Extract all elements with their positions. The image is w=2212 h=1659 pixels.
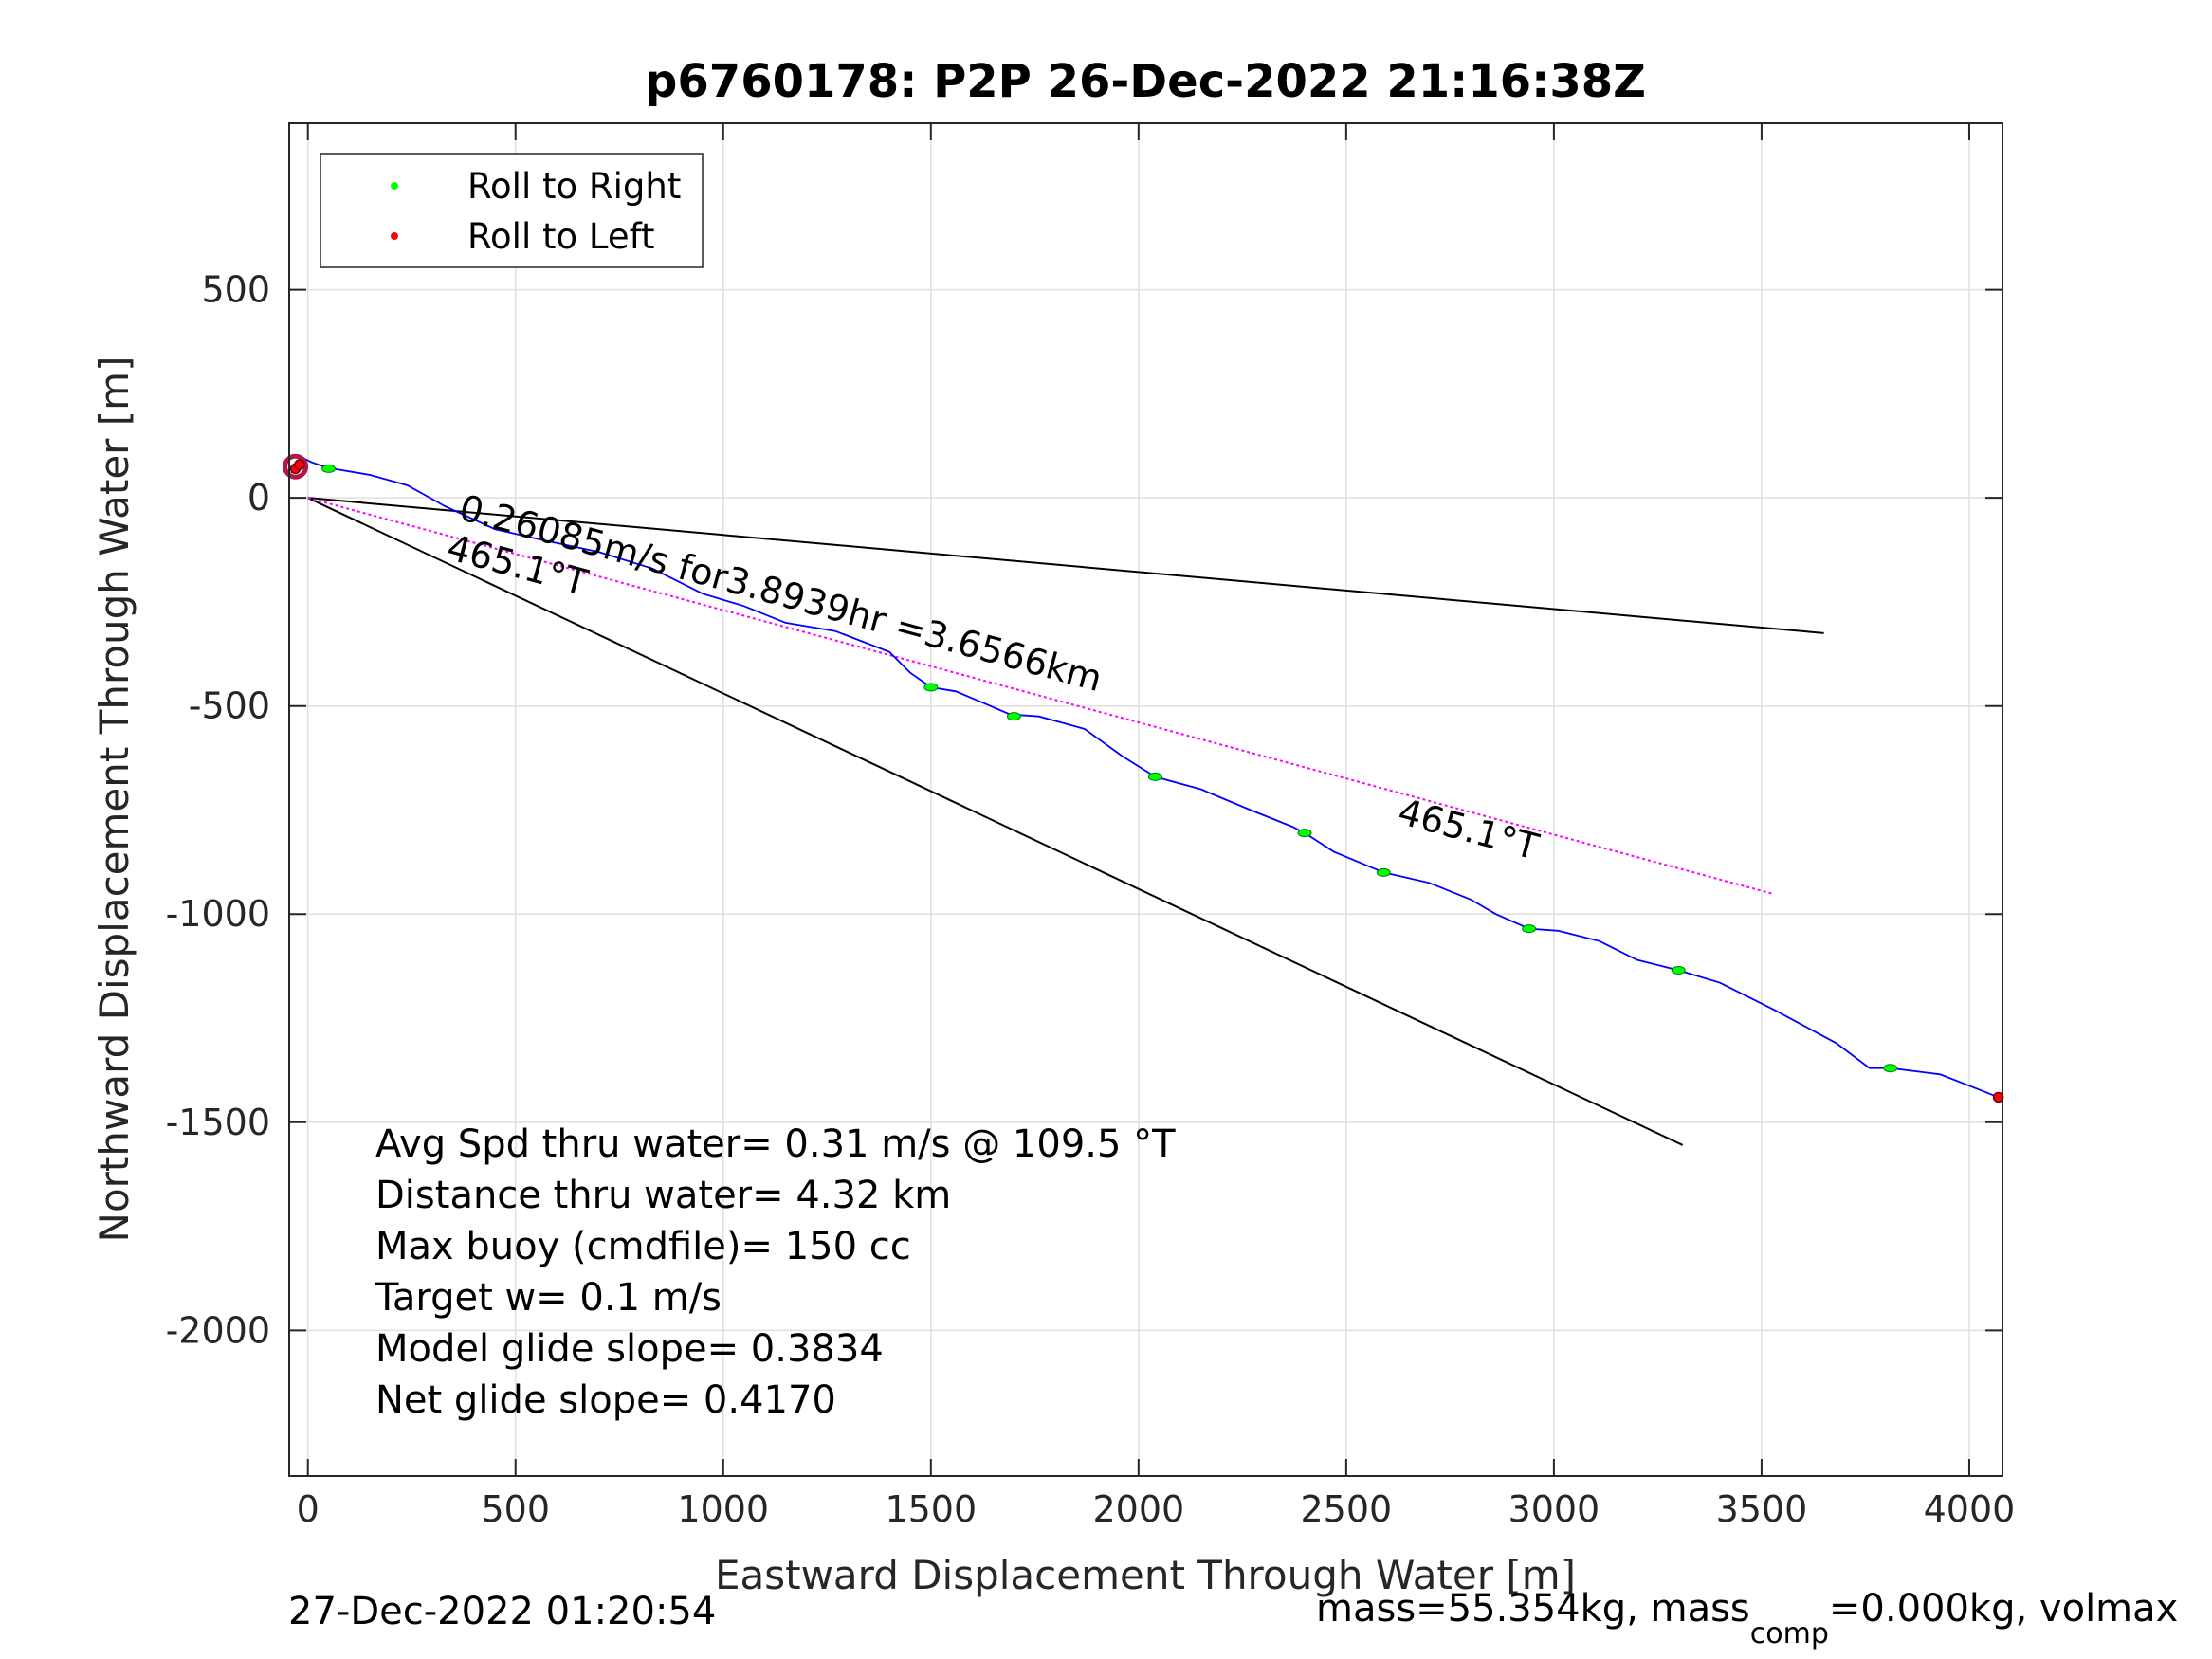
y-axis-label: Northward Displacement Through Water [m] xyxy=(91,356,137,1243)
legend-marker-roll-left xyxy=(391,232,398,240)
legend-box xyxy=(320,153,704,268)
axes-box xyxy=(288,122,2003,1477)
x-tick-label: 2500 xyxy=(1301,1488,1393,1530)
y-tick-label: -2000 xyxy=(166,1309,270,1351)
y-tick-label: -500 xyxy=(189,685,270,727)
legend-marker-roll-right xyxy=(391,182,398,190)
x-tick-label: 3500 xyxy=(1716,1488,1808,1530)
axis-ticks xyxy=(289,123,2002,1476)
y-tick-labels: 500 0 -500 -1000 -1500 -2000 xyxy=(166,269,270,1352)
roll-markers xyxy=(289,459,2004,1103)
y-tick-label: 500 xyxy=(201,269,270,311)
roll-right-point xyxy=(321,464,337,473)
x-tick-label: 2000 xyxy=(1092,1488,1184,1530)
stat-model-glide-slope: Model glide slope= 0.3834 xyxy=(375,1327,884,1371)
stat-target-w: Target w= 0.1 m/s xyxy=(375,1276,722,1320)
reference-line-2 xyxy=(307,497,1684,1146)
chart-title: p6760178: P2P 26-Dec-2022 21:16:38Z xyxy=(645,55,1646,108)
grid-lines xyxy=(289,123,2002,1476)
start-marker xyxy=(283,453,309,480)
reference-lines xyxy=(307,497,1824,1146)
roll-right-point xyxy=(1147,772,1162,781)
y-tick-label: 0 xyxy=(247,477,270,519)
stat-max-buoy: Max buoy (cmdfile)= 150 cc xyxy=(375,1225,911,1268)
x-tick-label: 500 xyxy=(481,1488,550,1530)
roll-left-point xyxy=(294,459,305,470)
roll-right-point xyxy=(923,683,939,692)
stat-net-glide-slope: Net glide slope= 0.4170 xyxy=(375,1378,836,1422)
stats-block: Avg Spd thru water= 0.31 m/s @ 109.5 °T … xyxy=(375,1122,1176,1422)
x-tick-label: 4000 xyxy=(1924,1488,2016,1530)
axes-background xyxy=(289,123,2002,1476)
stat-avg-speed: Avg Spd thru water= 0.31 m/s @ 109.5 °T xyxy=(375,1122,1176,1166)
y-tick-label: -1000 xyxy=(166,893,270,935)
x-tick-label: 1000 xyxy=(677,1488,769,1530)
roll-right-point xyxy=(1883,1064,1898,1073)
footer-mass-prefix: mass=55.354kg, mass xyxy=(1316,1587,1750,1631)
roll-right-point xyxy=(1376,867,1391,877)
series-track-line xyxy=(290,457,1999,1099)
footer-mass-suffix: =0.000kg, volmax xyxy=(1829,1587,2178,1631)
track-layer xyxy=(283,453,1999,1099)
legend-label-roll-left: Roll to Left xyxy=(467,216,655,257)
x-tick-label: 1500 xyxy=(885,1488,977,1530)
footer-timestamp: 27-Dec-2022 01:20:54 xyxy=(288,1590,716,1633)
x-axis-label: Eastward Displacement Through Water [m] xyxy=(715,1552,1576,1598)
x-tick-label: 0 xyxy=(297,1488,320,1530)
roll-right-point xyxy=(1522,924,1537,934)
legend: Roll to Right Roll to Left xyxy=(320,153,704,268)
stat-distance: Distance thru water= 4.32 km xyxy=(375,1174,951,1217)
reference-line-1 xyxy=(307,497,1824,634)
x-tick-label: 3000 xyxy=(1508,1488,1600,1530)
legend-label-roll-right: Roll to Right xyxy=(467,166,681,207)
footer-mass-info: mass=55.354kg, masscomp=0.000kg, volmax xyxy=(1316,1587,2178,1650)
footer-mass-subscript: comp xyxy=(1750,1617,1829,1650)
roll-right-point xyxy=(1006,712,1021,721)
x-tick-labels: 0 500 1000 1500 2000 2500 3000 3500 4000 xyxy=(297,1488,2016,1530)
y-tick-label: -1500 xyxy=(166,1102,270,1143)
reference-line-3 xyxy=(307,497,1775,896)
roll-right-point xyxy=(1297,829,1312,838)
roll-right-point xyxy=(1671,966,1686,975)
